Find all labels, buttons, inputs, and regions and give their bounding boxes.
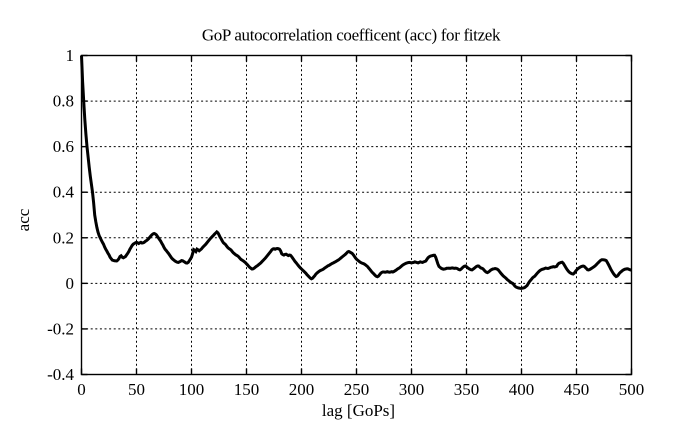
svg-text:0.8: 0.8: [53, 92, 74, 111]
svg-text:400: 400: [509, 380, 535, 399]
svg-text:acc: acc: [14, 208, 33, 231]
svg-text:lag [GoPs]: lag [GoPs]: [322, 401, 395, 420]
svg-text:GoP autocorrelation coefficent: GoP autocorrelation coefficent (acc) for…: [202, 26, 501, 45]
svg-text:350: 350: [454, 380, 480, 399]
svg-text:0.4: 0.4: [53, 183, 75, 202]
svg-text:-0.2: -0.2: [47, 319, 74, 338]
svg-text:0: 0: [66, 274, 75, 293]
svg-text:300: 300: [399, 380, 425, 399]
svg-text:100: 100: [179, 380, 205, 399]
svg-text:500: 500: [619, 380, 645, 399]
svg-text:150: 150: [234, 380, 260, 399]
svg-text:0: 0: [77, 380, 86, 399]
svg-text:450: 450: [564, 380, 590, 399]
svg-text:1: 1: [66, 46, 75, 65]
svg-text:0.2: 0.2: [53, 228, 74, 247]
svg-text:50: 50: [128, 380, 145, 399]
svg-text:250: 250: [344, 380, 370, 399]
svg-text:0.6: 0.6: [53, 137, 74, 156]
svg-text:-0.4: -0.4: [47, 365, 74, 384]
svg-text:200: 200: [289, 380, 315, 399]
